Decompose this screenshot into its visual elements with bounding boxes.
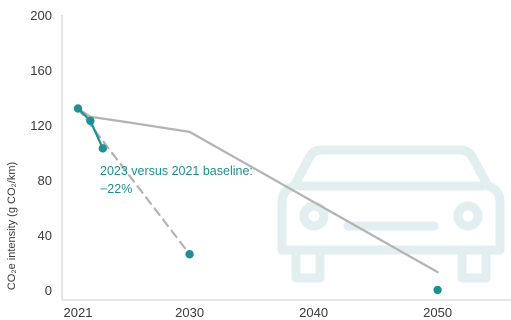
car-headlight-right	[453, 201, 483, 231]
data-point-2030	[185, 250, 194, 259]
y-tick-160: 160	[30, 63, 52, 78]
x-tick-2050: 2050	[423, 305, 452, 320]
y-tick-200: 200	[30, 8, 52, 23]
car-body-outline	[277, 145, 505, 255]
x-tick-2021: 2021	[64, 305, 93, 320]
car-icon	[277, 145, 505, 283]
y-tick-labels: 0 40 80 120 160 200	[30, 8, 52, 298]
car-wheel-right	[457, 245, 491, 283]
car-wheel-left	[291, 245, 325, 283]
baseline-annotation: 2023 versus 2021 baseline: −22%	[100, 164, 256, 196]
series-points	[73, 104, 442, 295]
data-point-2022	[86, 116, 95, 126]
x-tick-labels: 2021 2030 2040 2050	[64, 305, 453, 320]
y-tick-40: 40	[38, 228, 52, 243]
x-tick-2040: 2040	[299, 305, 328, 320]
y-tick-0: 0	[45, 283, 52, 298]
car-headlight-left	[299, 201, 329, 231]
data-point-2050	[433, 285, 442, 295]
x-tick-2030: 2030	[175, 305, 204, 320]
data-point-2021	[73, 104, 83, 113]
series-line-pathway	[76, 107, 439, 274]
annotation-line-2: −22%	[100, 182, 132, 196]
y-axis-label: CO₂e intensity (g CO₂/km)	[6, 162, 18, 290]
annotation-line-1: 2023 versus 2021 baseline:	[100, 164, 253, 178]
y-tick-80: 80	[38, 173, 52, 188]
axes	[61, 15, 511, 301]
data-point-2023	[98, 144, 108, 153]
y-tick-120: 120	[30, 118, 52, 133]
